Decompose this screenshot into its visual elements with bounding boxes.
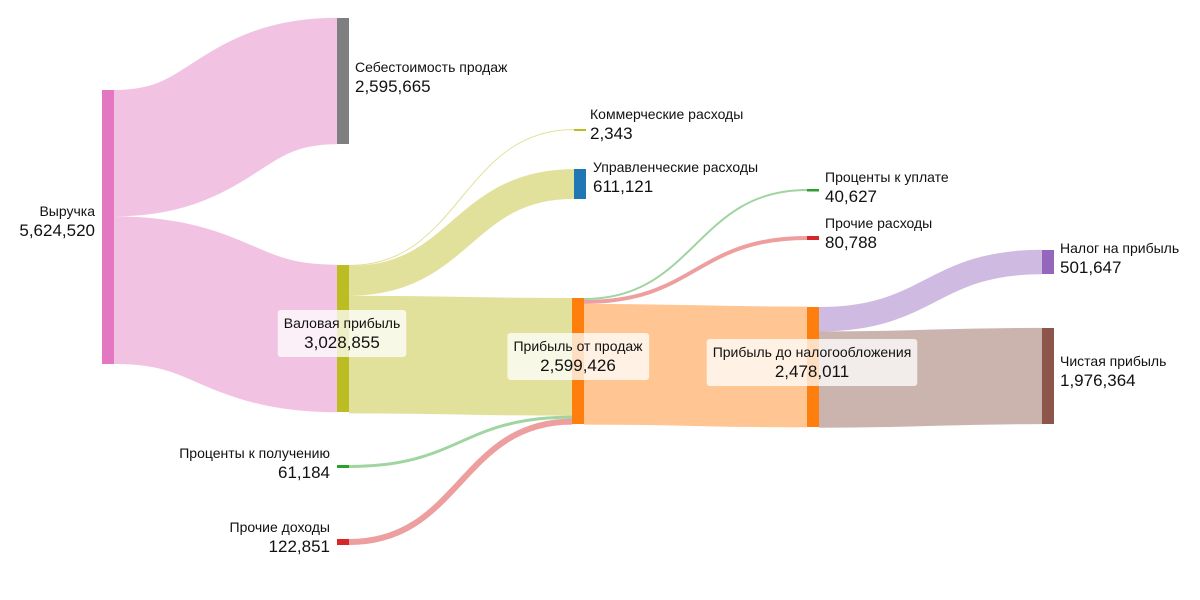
label-operating: Прибыль от продаж 2,599,426 bbox=[507, 333, 650, 380]
label-cogs: Себестоимость продаж 2,595,665 bbox=[355, 59, 508, 96]
label-int_recv: Проценты к получению 61,184 bbox=[179, 445, 330, 482]
node-name-label: Себестоимость продаж bbox=[355, 59, 508, 75]
node-value-label: 2,599,426 bbox=[540, 356, 616, 375]
node-admin bbox=[574, 169, 586, 199]
node-name-label: Управленческие расходы bbox=[593, 159, 758, 175]
node-cogs bbox=[337, 18, 349, 144]
label-selling: Коммерческие расходы 2,343 bbox=[590, 106, 743, 143]
node-net bbox=[1042, 328, 1054, 424]
link-gross-to-selling bbox=[348, 129, 575, 266]
label-other_inc: Прочие доходы 122,851 bbox=[230, 519, 330, 556]
node-tax bbox=[1042, 250, 1054, 274]
node-name-label: Чистая прибыль bbox=[1060, 353, 1166, 369]
label-net: Чистая прибыль 1,976,364 bbox=[1060, 353, 1166, 390]
nodes-layer bbox=[102, 18, 1054, 545]
node-value-label: 611,121 bbox=[593, 177, 653, 196]
node-name-label: Проценты к получению bbox=[179, 445, 330, 461]
node-other_exp bbox=[807, 236, 819, 240]
label-background bbox=[507, 333, 650, 380]
node-int_recv bbox=[337, 465, 349, 468]
label-tax: Налог на прибыль 501,647 bbox=[1060, 240, 1179, 277]
link-other_inc-to-operating bbox=[348, 418, 573, 545]
label-int_paid: Проценты к уплате 40,627 bbox=[825, 169, 949, 206]
node-value-label: 2,478,011 bbox=[775, 362, 849, 381]
node-name-label: Прибыль от продаж bbox=[513, 338, 643, 354]
node-value-label: 1,976,364 bbox=[1060, 371, 1136, 390]
label-background bbox=[277, 310, 407, 357]
label-other_exp: Прочие расходы 80,788 bbox=[825, 215, 932, 252]
label-admin: Управленческие расходы 611,121 bbox=[593, 159, 758, 196]
link-revenue-to-cogs bbox=[111, 17, 340, 217]
node-value-label: 2,595,665 bbox=[355, 77, 431, 96]
node-value-label: 3,028,855 bbox=[304, 333, 380, 352]
node-value-label: 122,851 bbox=[269, 537, 330, 556]
node-name-label: Прочие расходы bbox=[825, 215, 932, 231]
label-background bbox=[706, 339, 918, 386]
link-gross-to-admin bbox=[348, 169, 575, 296]
node-name-label: Коммерческие расходы bbox=[590, 106, 743, 122]
node-value-label: 5,624,520 bbox=[19, 221, 95, 240]
node-name-label: Прибыль до налогообложения bbox=[713, 344, 912, 360]
link-pretax-to-tax bbox=[818, 249, 1043, 332]
label-pretax: Прибыль до налогообложения 2,478,011 bbox=[706, 339, 918, 386]
label-gross: Валовая прибыль 3,028,855 bbox=[277, 310, 407, 357]
node-value-label: 2,343 bbox=[590, 124, 633, 143]
node-value-label: 501,647 bbox=[1060, 258, 1121, 277]
link-operating-to-int_paid bbox=[583, 189, 808, 300]
labels-layer: Выручка 5,624,520 Себестоимость продаж 2,59… bbox=[19, 59, 1179, 556]
link-operating-to-other_exp bbox=[583, 236, 808, 304]
node-value-label: 80,788 bbox=[825, 233, 877, 252]
node-revenue bbox=[102, 90, 114, 364]
node-value-label: 40,627 bbox=[825, 187, 877, 206]
label-revenue: Выручка 5,624,520 bbox=[19, 203, 95, 240]
node-name-label: Проценты к уплате bbox=[825, 169, 949, 185]
node-name-label: Прочие доходы bbox=[230, 519, 330, 535]
node-name-label: Валовая прибыль bbox=[284, 315, 401, 331]
node-name-label: Выручка bbox=[39, 203, 95, 219]
node-selling bbox=[574, 129, 586, 131]
node-int_paid bbox=[807, 189, 819, 192]
node-value-label: 61,184 bbox=[278, 463, 330, 482]
node-name-label: Налог на прибыль bbox=[1060, 240, 1179, 256]
node-other_inc bbox=[337, 539, 349, 545]
link-int_recv-to-operating bbox=[348, 415, 573, 468]
